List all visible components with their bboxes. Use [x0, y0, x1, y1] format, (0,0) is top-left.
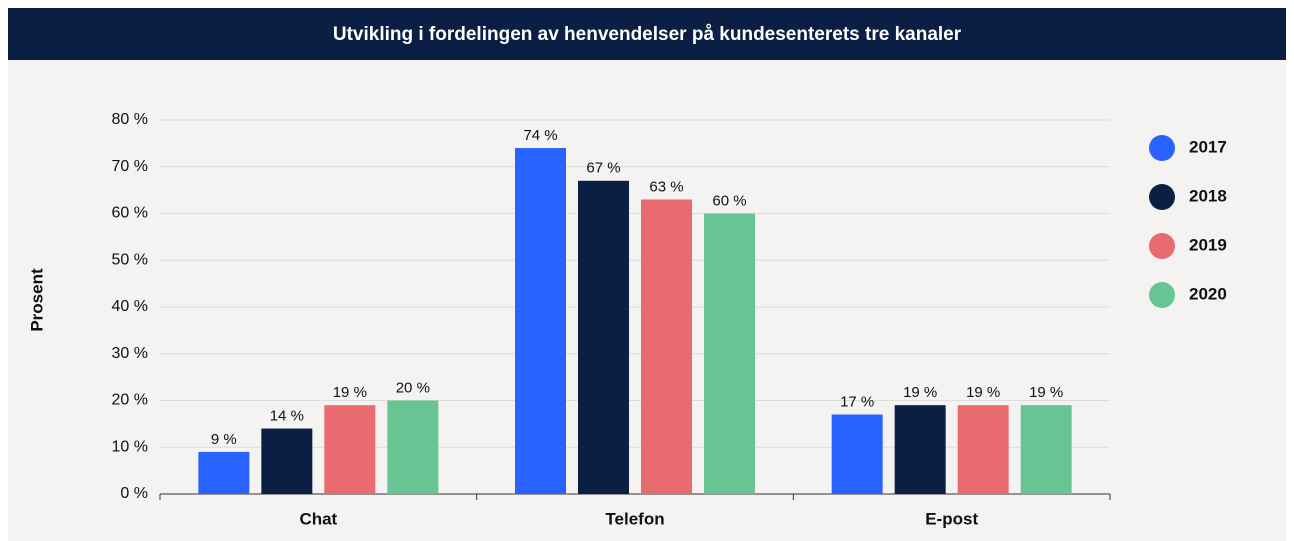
- bar: [1020, 405, 1072, 494]
- value-label: 63 %: [649, 178, 683, 195]
- y-axis-label: Prosent: [27, 268, 46, 332]
- y-tick-label: 60 %: [112, 205, 148, 222]
- x-tick-label: Telefon: [605, 509, 664, 528]
- y-tick-label: 80 %: [112, 111, 148, 128]
- value-label: 19 %: [1029, 384, 1063, 401]
- legend-swatch: [1149, 184, 1175, 210]
- bar: [831, 414, 883, 494]
- bar: [515, 148, 566, 495]
- bar: [704, 213, 755, 494]
- y-tick-label: 50 %: [112, 251, 148, 268]
- x-tick-label: Chat: [299, 509, 337, 528]
- title-bar: [8, 8, 1286, 60]
- bar: [324, 405, 376, 494]
- y-tick-label: 0 %: [120, 485, 148, 502]
- legend-swatch: [1149, 135, 1175, 161]
- y-tick-label: 40 %: [112, 298, 148, 315]
- value-label: 60 %: [712, 192, 746, 209]
- bar: [261, 428, 313, 494]
- y-tick-label: 10 %: [112, 438, 148, 455]
- bar: [894, 405, 946, 494]
- bar: [198, 451, 250, 494]
- bar: [387, 400, 439, 494]
- chart-title: Utvikling i fordelingen av henvendelser …: [333, 24, 962, 45]
- legend-label: 2020: [1189, 284, 1227, 303]
- legend-swatch: [1149, 282, 1175, 308]
- value-label: 20 %: [396, 379, 430, 396]
- value-label: 67 %: [586, 160, 620, 177]
- legend-label: 2017: [1189, 137, 1227, 156]
- value-label: 9 %: [211, 431, 237, 448]
- y-tick-label: 20 %: [112, 392, 148, 409]
- x-tick-label: E-post: [925, 509, 978, 528]
- value-label: 19 %: [966, 384, 1000, 401]
- legend-swatch: [1149, 233, 1175, 259]
- y-tick-label: 70 %: [112, 158, 148, 175]
- legend-label: 2018: [1189, 186, 1227, 205]
- value-label: 19 %: [333, 384, 367, 401]
- value-label: 19 %: [903, 384, 937, 401]
- legend-label: 2019: [1189, 235, 1227, 254]
- bar: [578, 180, 629, 494]
- y-tick-label: 30 %: [112, 345, 148, 362]
- value-label: 17 %: [840, 393, 874, 410]
- value-label: 14 %: [270, 408, 304, 425]
- bar: [641, 199, 692, 494]
- value-label: 74 %: [523, 127, 557, 144]
- bar: [957, 405, 1009, 494]
